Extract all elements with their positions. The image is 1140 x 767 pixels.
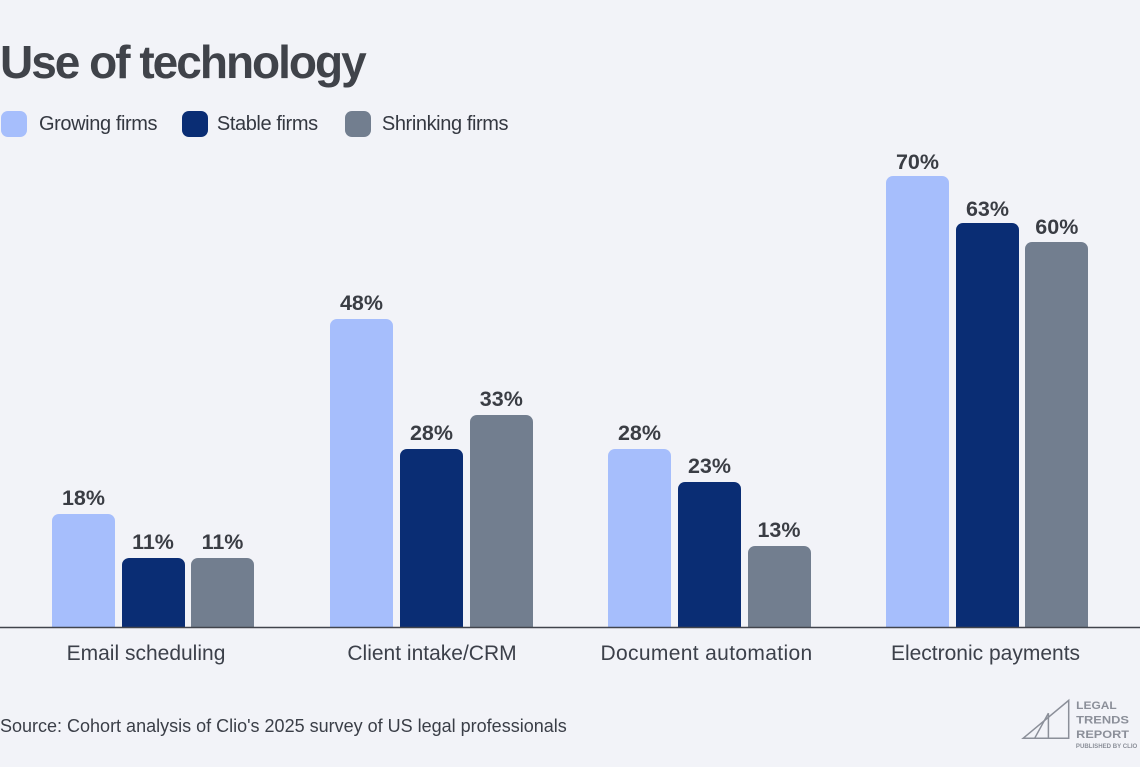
- svg-text:REPORT: REPORT: [1076, 729, 1129, 741]
- svg-text:PUBLISHED BY CLIO: PUBLISHED BY CLIO: [1076, 743, 1138, 750]
- svg-text:TRENDS: TRENDS: [1076, 715, 1129, 727]
- svg-text:LEGAL: LEGAL: [1076, 700, 1117, 712]
